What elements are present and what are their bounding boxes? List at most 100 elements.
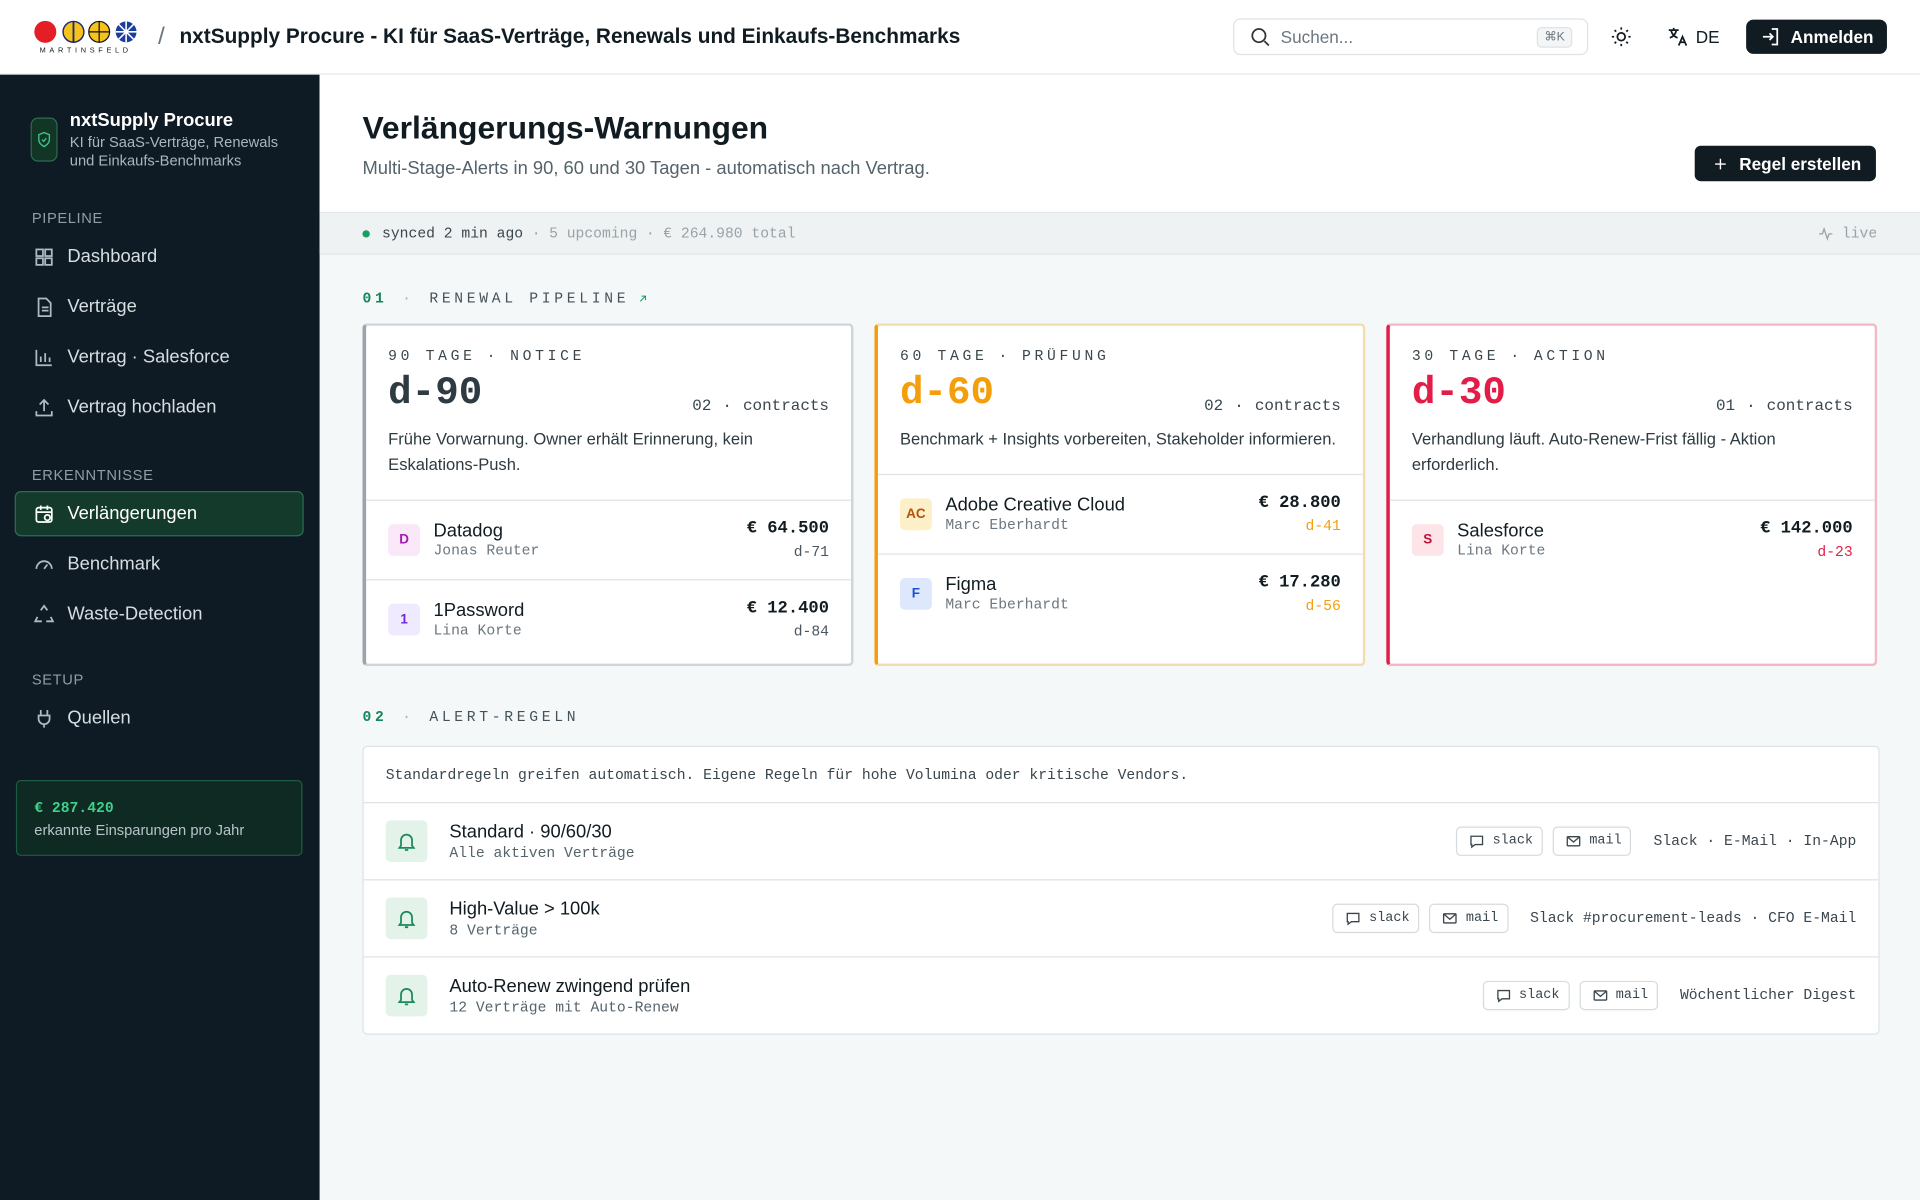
nav-item[interactable]: Dashboard bbox=[15, 234, 304, 279]
contract-row[interactable]: AC Adobe Creative Cloud Marc Eberhardt € 28… bbox=[877, 475, 1363, 555]
icon bbox=[33, 246, 55, 268]
header: MARTINSFELD / nxtSupply Procure - KI für S… bbox=[0, 0, 1920, 75]
login-button[interactable]: Anmelden bbox=[1746, 19, 1887, 54]
stage-count: 02 · contracts bbox=[1204, 397, 1341, 415]
nav-item[interactable]: Vertrag hochladen bbox=[15, 384, 304, 429]
rule-name: Standard · 90/60/30 bbox=[449, 821, 612, 842]
count-unit: contracts bbox=[743, 396, 829, 416]
savings-caption: erkannte Einsparungen pro Jahr bbox=[34, 821, 245, 839]
rule-scope: Alle aktiven Verträge bbox=[449, 844, 635, 862]
nav-item[interactable]: Vertrag · Salesforce bbox=[15, 334, 304, 379]
nav-section: ERKENNTNISSE Verlängerungen Benchmark Waste… bbox=[14, 467, 304, 642]
breadcrumb-separator: / bbox=[157, 22, 165, 50]
product-card: nxtSupply Procure KI für SaaS-Verträge, R… bbox=[30, 110, 320, 170]
contract-row[interactable]: F Figma Marc Eberhardt € 17.280 d-56 bbox=[878, 555, 1363, 633]
nav-item-label: Vertrag hochladen bbox=[67, 396, 217, 418]
icon bbox=[35, 131, 53, 149]
rule-icon bbox=[385, 974, 428, 1017]
contract-badge: D bbox=[388, 524, 421, 556]
contract-meta: € 64.500 d-71 bbox=[747, 519, 829, 561]
alert-rule[interactable]: Auto-Renew zwingend prüfen 12 Verträge mi… bbox=[364, 958, 1879, 1034]
contract-badge: AC bbox=[900, 498, 932, 531]
contract-due: d-56 bbox=[1305, 597, 1341, 615]
icon bbox=[1592, 987, 1609, 1004]
contract-meta: € 17.280 d-56 bbox=[1259, 573, 1341, 615]
icon bbox=[1818, 225, 1835, 242]
contract-info: Salesforce Lina Korte bbox=[1457, 520, 1760, 559]
contract-row[interactable]: S Salesforce Lina Korte € 142.000 d-23 bbox=[1390, 501, 1875, 579]
status-upcoming: 5 upcoming bbox=[549, 224, 638, 242]
icon bbox=[33, 553, 55, 575]
icon bbox=[1760, 26, 1782, 48]
nav-item[interactable]: Benchmark bbox=[15, 541, 304, 586]
rule-icon bbox=[385, 820, 428, 863]
nav-item[interactable]: Verträge bbox=[15, 284, 304, 329]
search-box[interactable]: Suchen... ⌘K bbox=[1232, 18, 1589, 56]
rule-targets: Slack #procurement-leads · CFO E-Mail bbox=[1530, 909, 1857, 927]
contract-name: 1Password bbox=[433, 600, 525, 621]
create-rule-button[interactable]: Regel erstellen bbox=[1695, 145, 1876, 182]
icon bbox=[396, 907, 418, 929]
status-synced: synced 2 min ago bbox=[382, 224, 524, 242]
contract-amount: € 142.000 bbox=[1760, 519, 1853, 539]
stage-count: 01 · contracts bbox=[1716, 397, 1853, 415]
search-placeholder: Suchen... bbox=[1280, 26, 1354, 47]
stage-description: Verhandlung läuft. Auto-Renew-Frist fäll… bbox=[1389, 426, 1875, 501]
language-code: DE bbox=[1695, 26, 1720, 47]
rule-info: High-Value > 100k 8 Verträge bbox=[449, 898, 1322, 938]
alerts-intro: Standardregeln greifen automatisch. Eige… bbox=[363, 747, 1879, 804]
count-unit: contracts bbox=[1766, 396, 1853, 416]
channel-label: slack bbox=[1519, 988, 1560, 1003]
icon bbox=[1468, 833, 1485, 850]
count-unit: contracts bbox=[1254, 396, 1341, 416]
contract-row[interactable]: 1 1Password Lina Korte € 12.400 d-84 bbox=[366, 580, 851, 658]
stage-card: 90 TAGE · NOTICE d-90 02 · contracts Frühe Vorw… bbox=[362, 323, 854, 667]
rule-info: Standard · 90/60/30 Alle aktiven Verträge bbox=[449, 821, 1446, 861]
nav-section: SETUP Quellen bbox=[15, 671, 304, 746]
theme-toggle[interactable] bbox=[1610, 26, 1632, 48]
contract-row[interactable]: D Datadog Jonas Reuter € 64.500 d-71 bbox=[366, 501, 852, 581]
nav-section-title: PIPELINE bbox=[31, 209, 103, 227]
rule-targets: Slack · E-Mail · In-App bbox=[1653, 832, 1857, 850]
stage-label: 90 TAGE · NOTICE bbox=[388, 348, 829, 365]
rule-scope: 12 Verträge mit Auto-Renew bbox=[449, 998, 679, 1016]
contract-amount: € 17.280 bbox=[1258, 573, 1341, 593]
count-number: 02 bbox=[692, 396, 712, 416]
main: Verlängerungs-Warnungen Multi-Stage-Alert… bbox=[319, 74, 1920, 1200]
nav-item[interactable]: Waste-Detection bbox=[15, 591, 304, 636]
contract-owner: Jonas Reuter bbox=[433, 542, 540, 560]
icon bbox=[396, 830, 418, 852]
nav-item[interactable]: Quellen bbox=[15, 696, 304, 741]
section-label: 01 · RENEWAL PIPELINE bbox=[362, 288, 653, 310]
stage-label: 30 TAGE · ACTION bbox=[1412, 348, 1853, 365]
stage-card: 30 TAGE · ACTION d-30 01 · contracts Verhandlun… bbox=[1386, 323, 1878, 667]
separator: · bbox=[531, 224, 541, 242]
channel-chip: mail bbox=[1429, 903, 1509, 934]
stage-label: 60 TAGE · PRÜFUNG bbox=[900, 348, 1341, 365]
stage-header: 30 TAGE · ACTION d-30 01 · contracts Verhandlun… bbox=[1389, 326, 1875, 501]
channel-chip: slack bbox=[1455, 826, 1543, 856]
icon bbox=[1442, 910, 1459, 927]
alert-rule[interactable]: Standard · 90/60/30 Alle aktiven Verträge… bbox=[363, 803, 1879, 881]
product-text: nxtSupply Procure KI für SaaS-Verträge, R… bbox=[70, 110, 290, 170]
separator: · bbox=[998, 347, 1011, 365]
icon bbox=[33, 503, 55, 525]
icon bbox=[1565, 833, 1582, 850]
page-header: Verlängerungs-Warnungen Multi-Stage-Alert… bbox=[319, 74, 1920, 214]
contract-meta: € 28.800 d-41 bbox=[1259, 493, 1341, 535]
separator: · bbox=[402, 290, 415, 308]
alert-rules: Standardregeln greifen automatisch. Eige… bbox=[362, 745, 1880, 1035]
count-number: 02 bbox=[1204, 396, 1224, 416]
search-shortcut: ⌘K bbox=[1536, 26, 1573, 48]
icon bbox=[33, 346, 55, 368]
icon bbox=[33, 396, 55, 418]
stage-days: 90 TAGE bbox=[388, 347, 476, 365]
nav-item[interactable]: Verlängerungen bbox=[14, 491, 304, 537]
alert-rule[interactable]: High-Value > 100k 8 Verträge slack mail Slac… bbox=[363, 880, 1879, 958]
page-title: Verlängerungs-Warnungen bbox=[362, 108, 769, 146]
language-switch[interactable]: DE bbox=[1666, 26, 1720, 48]
separator: · bbox=[722, 396, 732, 416]
contract-info: Adobe Creative Cloud Marc Eberhardt bbox=[945, 495, 1258, 534]
